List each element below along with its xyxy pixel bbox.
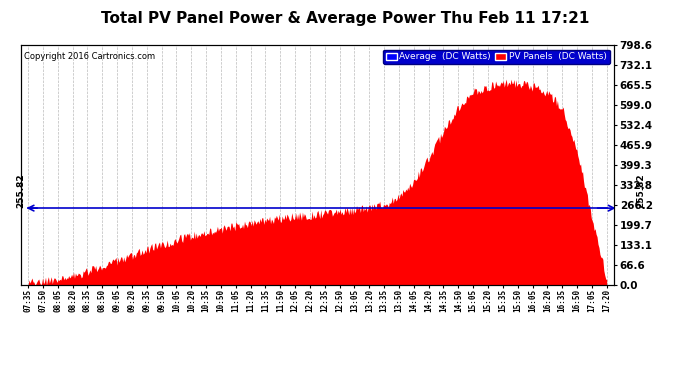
Text: 255.82: 255.82: [636, 174, 645, 208]
Text: Total PV Panel Power & Average Power Thu Feb 11 17:21: Total PV Panel Power & Average Power Thu…: [101, 11, 589, 26]
Text: Copyright 2016 Cartronics.com: Copyright 2016 Cartronics.com: [23, 52, 155, 61]
Legend: Average  (DC Watts), PV Panels  (DC Watts): Average (DC Watts), PV Panels (DC Watts): [383, 50, 609, 64]
Text: 255.82: 255.82: [16, 174, 26, 208]
